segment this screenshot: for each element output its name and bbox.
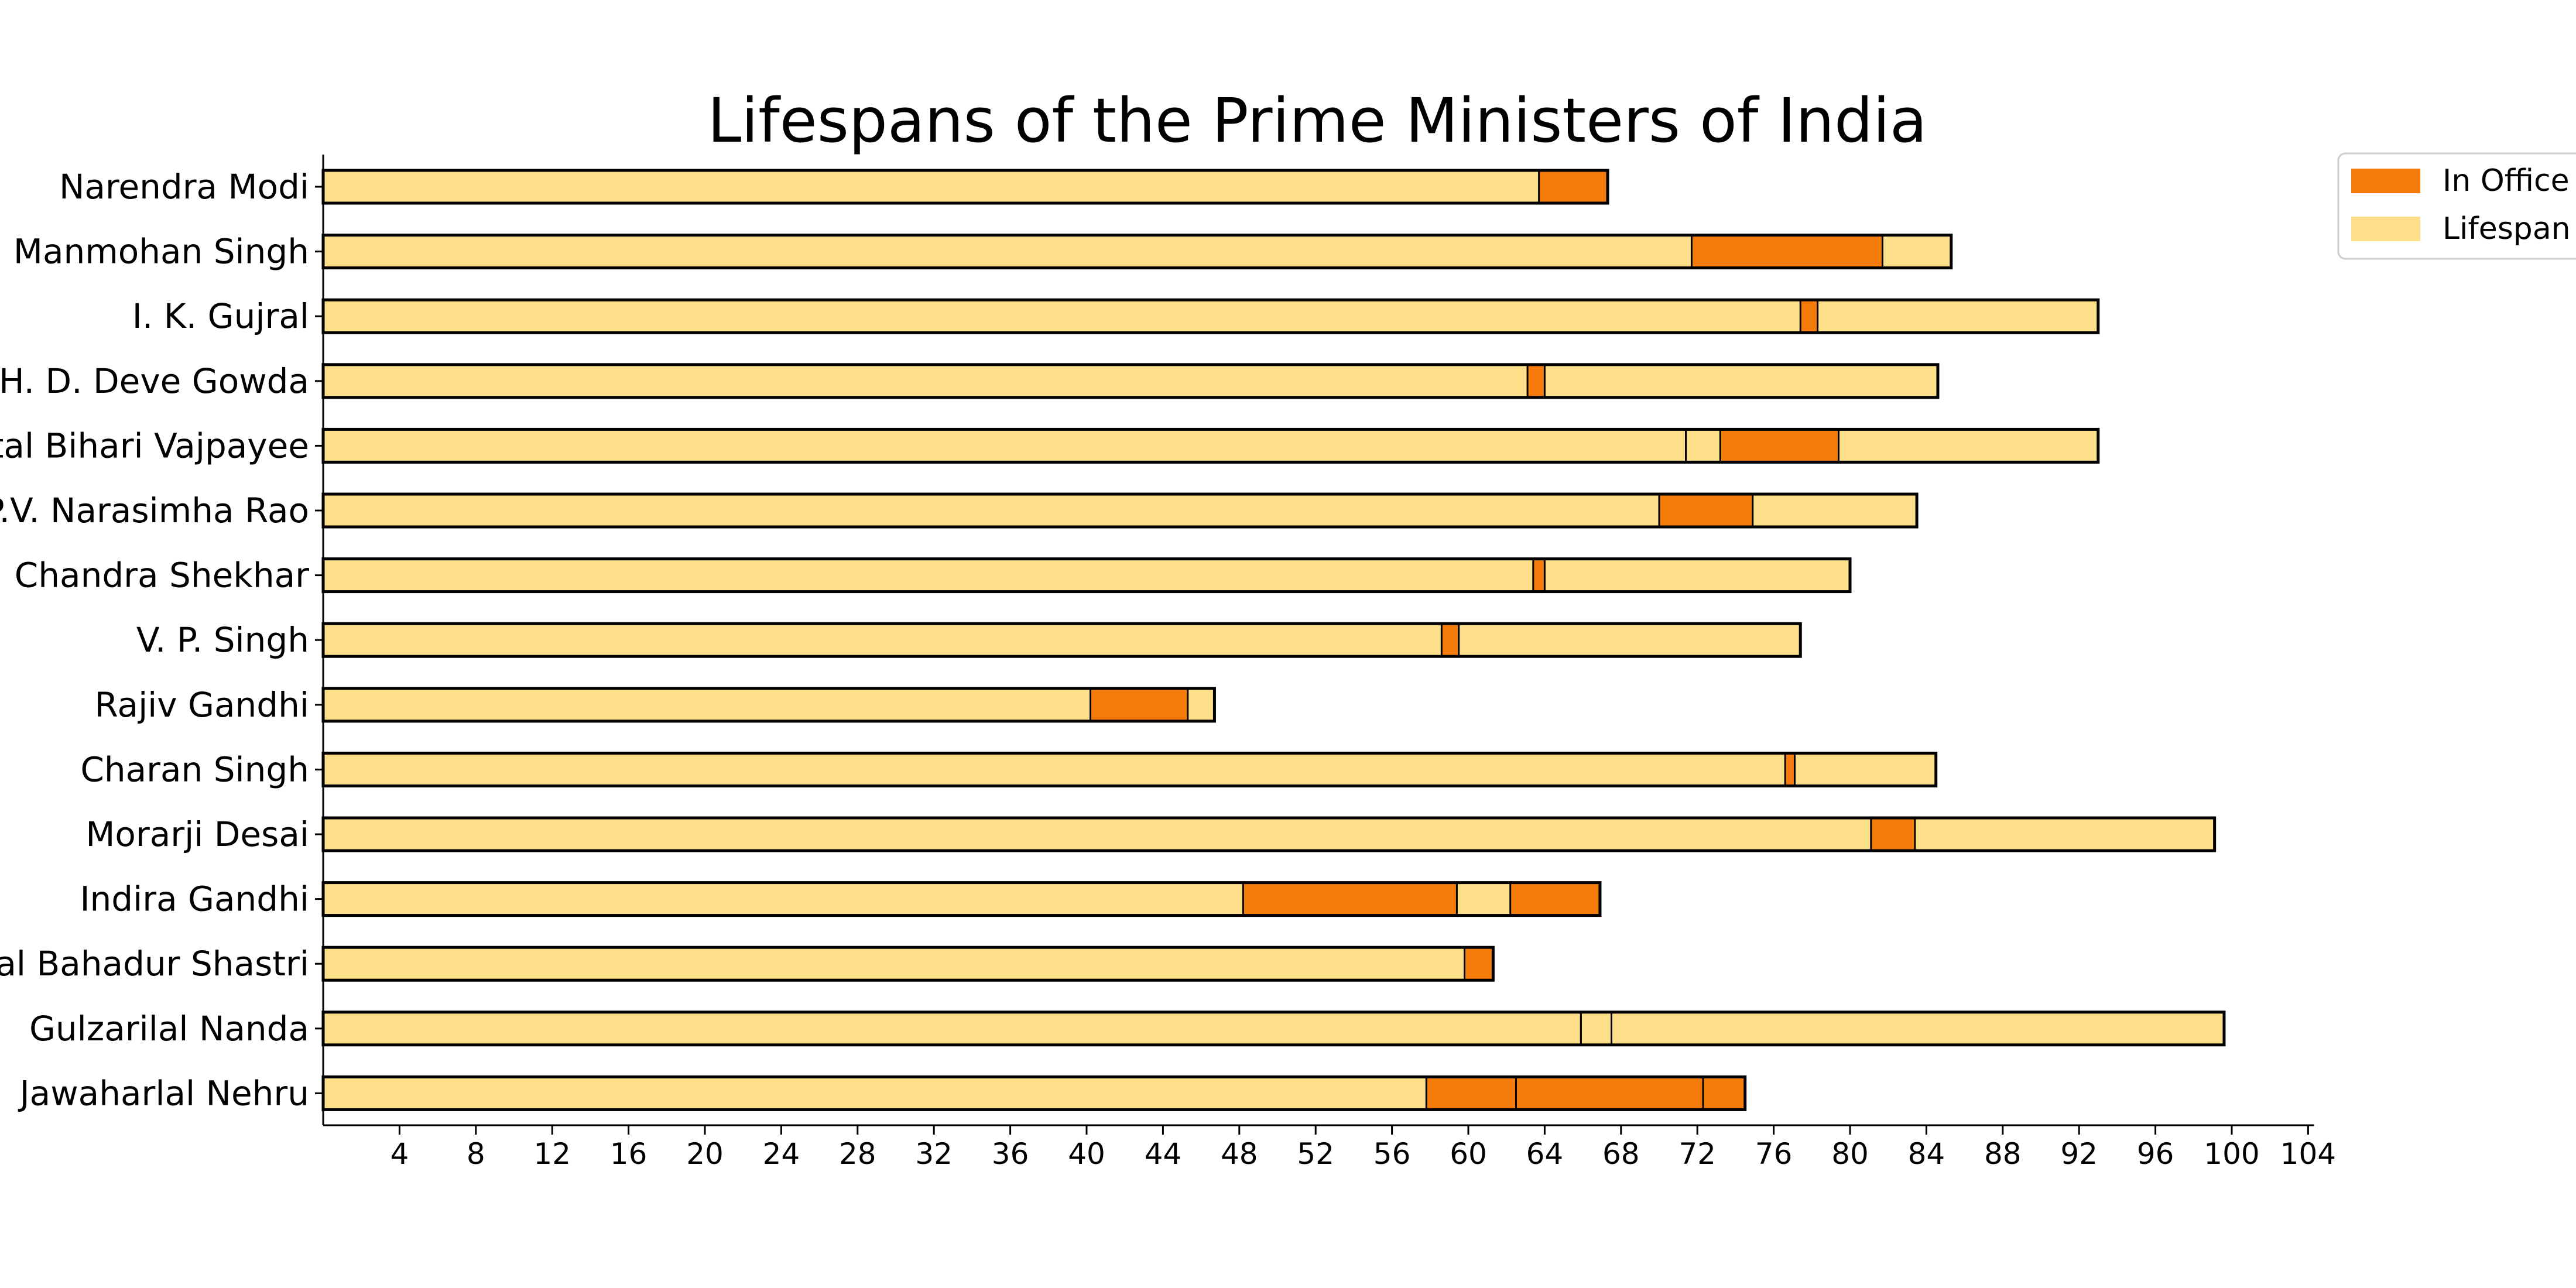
in-office-bar: [1703, 1077, 1745, 1110]
pm-name-label: Morarji Desai: [85, 814, 309, 854]
lifespan-outline: [321, 881, 1602, 917]
x-tick-label: 24: [763, 1137, 800, 1171]
in-office-bar: [1871, 818, 1915, 851]
legend: In Office Lifespan: [2337, 152, 2576, 260]
x-tick-label: 16: [610, 1137, 648, 1171]
in-office-bar: [1243, 882, 1457, 916]
lifespan-bar: [322, 752, 1937, 787]
x-tick-label: 92: [2060, 1137, 2098, 1171]
x-tick-label: 80: [1831, 1137, 1869, 1171]
in-office-bar: [1720, 429, 1839, 463]
pm-name-label: P.V. Narasimha Rao: [0, 491, 309, 530]
plot-area: 4 8 12 16 20 24 28 32 36 40 44 48 52 56 60 64 68 72 76 80 84…: [0, 155, 2336, 1171]
pm-name-label: Gulzarilal Nanda: [29, 1009, 309, 1049]
in-office-bar: [1533, 559, 1545, 592]
lifespan-bar: [322, 1010, 2225, 1046]
lifespan-outline: [321, 687, 1216, 723]
x-tick-label: 48: [1221, 1137, 1258, 1171]
x-tick-label: 76: [1755, 1137, 1793, 1171]
in-office-bar: [1659, 494, 1753, 527]
pm-name-label: H. D. Deve Gowda: [0, 361, 309, 401]
lifespan-bar: [322, 299, 2099, 334]
pm-name-label: Narendra Modi: [59, 167, 309, 207]
in-office-bar: [1539, 170, 1608, 203]
legend-label: Lifespan: [2443, 211, 2571, 246]
x-tick-label: 28: [839, 1137, 876, 1171]
lifespan-outline: [321, 169, 1609, 205]
x-tick-label: 84: [1908, 1137, 1945, 1171]
lifespan-bar: [322, 687, 1216, 722]
x-tick-label: 44: [1145, 1137, 1182, 1171]
lifespan-bar: [322, 622, 1802, 658]
legend-swatch: [2351, 217, 2420, 241]
lifespan-bar: [322, 363, 1939, 399]
pm-name-label: Indira Gandhi: [80, 879, 309, 919]
in-office-bar: [1464, 947, 1493, 981]
lifespan-outline: [321, 557, 1852, 594]
pm-name-label: Manmohan Singh: [13, 232, 309, 272]
in-office-bar: [1441, 624, 1459, 657]
in-office-bar: [1527, 364, 1545, 398]
pm-name-label: Atal Bihari Vajpayee: [0, 426, 309, 465]
lifespan-outline: [321, 298, 2100, 334]
x-tick-label: 96: [2137, 1137, 2174, 1171]
x-tick-label: 52: [1297, 1137, 1334, 1171]
x-tick-label: 60: [1450, 1137, 1487, 1171]
in-office-bar: [1691, 235, 1883, 268]
x-tick-label: 12: [533, 1137, 571, 1171]
lifespan-outline: [321, 427, 2100, 464]
lifespan-bar: [322, 817, 2216, 852]
lifespan-outline: [321, 492, 1919, 529]
pm-name-label: V. P. Singh: [136, 620, 309, 660]
lifespan-bar: [322, 169, 1609, 204]
x-tick-label: 36: [992, 1137, 1029, 1171]
legend-label: In Office: [2443, 163, 2570, 198]
pm-name-label: Jawaharlal Nehru: [18, 1073, 309, 1113]
lifespan-outline: [321, 751, 1938, 787]
in-office-bar: [1516, 1077, 1703, 1110]
legend-swatch: [2351, 169, 2420, 193]
lifespan-outline: [321, 363, 1940, 399]
lifespan-outline: [321, 234, 1953, 270]
x-tick-label: 64: [1526, 1137, 1564, 1171]
pm-name-label: Lal Bahadur Shastri: [0, 944, 309, 984]
lifespan-bar: [322, 946, 1495, 982]
pm-name-label: Chandra Shekhar: [15, 556, 309, 595]
x-tick-label: 8: [467, 1137, 485, 1171]
x-tick-label: 56: [1373, 1137, 1411, 1171]
lifespan-outline: [321, 1010, 2226, 1047]
x-tick-label: 4: [390, 1137, 409, 1171]
in-office-bar: [1426, 1077, 1516, 1110]
pm-name-label: Rajiv Gandhi: [95, 685, 310, 725]
in-office-bar: [1785, 753, 1795, 786]
x-tick-label: 88: [1984, 1137, 2022, 1171]
pm-name-label: Charan Singh: [80, 749, 309, 789]
lifespan-outline: [321, 946, 1495, 982]
x-tick-label: 32: [915, 1137, 953, 1171]
in-office-bar: [1090, 688, 1188, 721]
chart-title: Lifespans of the Prime Ministers of Indi…: [707, 85, 1927, 156]
x-tick-label: 68: [1602, 1137, 1640, 1171]
lifespan-outline: [321, 622, 1802, 658]
x-tick-label: 100: [2204, 1137, 2259, 1171]
x-tick-label: 20: [686, 1137, 724, 1171]
x-tick-label: 72: [1678, 1137, 1716, 1171]
lifespan-outline: [321, 816, 2217, 852]
x-tick-label: 104: [2280, 1137, 2336, 1171]
in-office-bar: [1510, 882, 1600, 916]
lifespan-outline: [321, 1075, 1747, 1111]
x-tick-label: 40: [1068, 1137, 1105, 1171]
in-office-bar: [1800, 300, 1818, 333]
lifespan-bar: [322, 557, 1851, 593]
pm-name-label: I. K. Gujral: [132, 296, 309, 336]
